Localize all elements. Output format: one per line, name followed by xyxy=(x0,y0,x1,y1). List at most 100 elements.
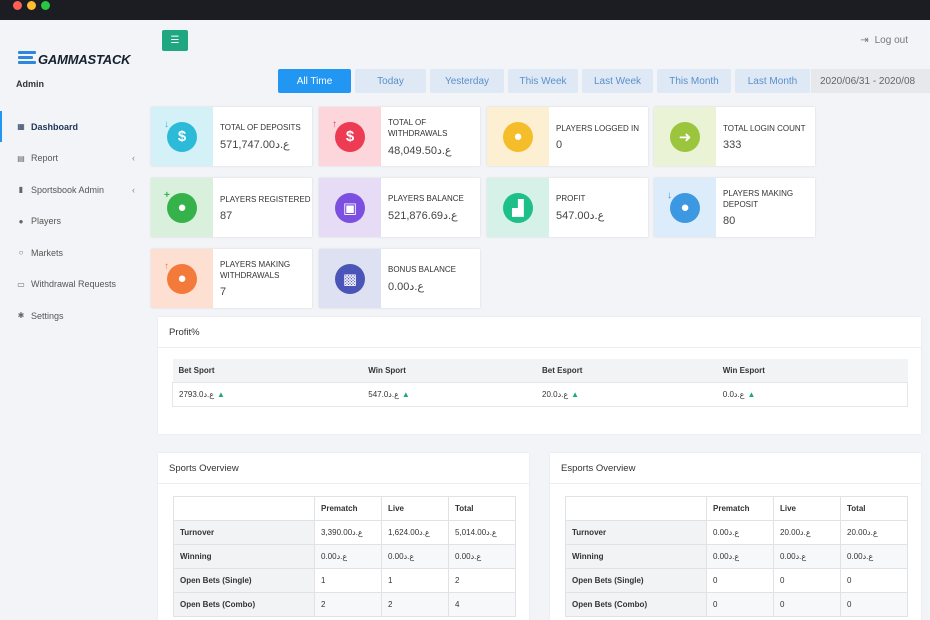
user-deposit-icon: ● xyxy=(670,192,700,223)
profit-column-header: Bet Sport xyxy=(172,359,363,382)
tab-today[interactable]: Today xyxy=(355,69,426,93)
stat-card-title: BONUS BALANCE xyxy=(388,265,457,274)
user-withdrawal-icon: ● xyxy=(167,263,197,294)
profit-column-header: Bet Esport xyxy=(536,359,717,382)
table-row: Open Bets (Single) 1 1 2 xyxy=(173,568,516,593)
trend-up-icon: ▲ xyxy=(747,389,756,399)
stat-card-value: 333 xyxy=(723,138,742,151)
logout-icon: ⇥ xyxy=(860,35,869,46)
overview-cell: 0 xyxy=(840,568,908,593)
minimize-window-button[interactable] xyxy=(27,1,36,10)
table-row: Winning 0.00ع.د 0.00ع.د 0.00ع.د xyxy=(173,544,516,569)
report-icon: ▤ xyxy=(17,153,25,163)
logout-link[interactable]: ⇥ Log out xyxy=(860,35,908,46)
stat-card-value: 80 xyxy=(723,215,736,227)
sidebar-item-dashboard[interactable]: ▦ Dashboard xyxy=(0,111,148,143)
table-row: Winning 0.00ع.د 0.00ع.د 0.00ع.د xyxy=(565,544,908,569)
stat-card-body: PLAYERS MAKING WITHDRAWALS 7 xyxy=(213,249,312,308)
money-bill-icon: ▣ xyxy=(335,192,365,223)
overview-cell: 3,390.00ع.د xyxy=(314,520,382,545)
stat-card-total-login-count[interactable]: ➜ TOTAL LOGIN COUNT 333 xyxy=(654,107,815,166)
stat-card-profit[interactable]: ▟ PROFIT 547.00ع.د xyxy=(487,178,648,237)
sidebar-item-label: Dashboard xyxy=(31,121,79,132)
esports-overview-title: Esports Overview xyxy=(550,453,921,484)
stat-card-total-of-deposits[interactable]: $ ↓ TOTAL OF DEPOSITS 571,747.00ع.د xyxy=(151,107,312,166)
sidebar-item-label: Markets xyxy=(31,247,64,258)
dollar-withdrawal-icon: $ xyxy=(335,121,365,152)
stat-card-body: PROFIT 547.00ع.د xyxy=(549,178,648,237)
stat-card-icon-area: ● xyxy=(487,107,549,166)
stat-card-title: PLAYERS REGISTERED xyxy=(220,194,311,204)
stat-card-body: PLAYERS LOGGED IN 0 xyxy=(549,107,648,166)
menu-toggle-button[interactable]: ☰ xyxy=(162,30,188,51)
stat-card-icon-area: ▣ xyxy=(319,178,381,237)
overview-cell: 0 xyxy=(706,592,774,617)
gears-icon: ✱ xyxy=(17,311,25,321)
sidebar-item-players[interactable]: ● Players xyxy=(0,206,148,238)
stat-card-players-making-deposit[interactable]: ● ↓ PLAYERS MAKING DEPOSIT 80 xyxy=(654,178,815,237)
badge-arrow-icon: ↓ xyxy=(164,119,169,130)
overview-cell: 0.00ع.د xyxy=(706,520,774,545)
stat-card-body: BONUS BALANCE 0.00ع.د xyxy=(381,249,480,308)
logo-stripes-icon xyxy=(18,51,36,67)
overview-cell: 1 xyxy=(381,568,449,593)
stat-card-body: PLAYERS BALANCE 521,876.69ع.د xyxy=(381,178,480,237)
tab-last-week[interactable]: Last Week xyxy=(582,69,653,93)
sidebar-item-withdrawal-requests[interactable]: ▭ Withdrawal Requests xyxy=(0,269,148,301)
sidebar-item-label: Report xyxy=(31,153,59,164)
sidebar-item-settings[interactable]: ✱ Settings xyxy=(0,300,148,332)
overview-row-label: Turnover xyxy=(173,520,315,545)
overview-cell: 0.00ع.د xyxy=(773,544,841,569)
trend-up-icon: ▲ xyxy=(571,389,580,399)
table-row: Turnover 3,390.00ع.د 1,624.00ع.د 5,014.00ع.… xyxy=(173,520,516,545)
sports-overview-table: Prematch Live Total Turnover 3,390.00ع.د 1,62… xyxy=(173,496,516,617)
stat-card-players-registered[interactable]: ● + PLAYERS REGISTERED 87 xyxy=(151,178,312,237)
table-row: Turnover 0.00ع.د 20.00ع.د 20.00ع.د xyxy=(565,520,908,545)
circle-icon: ○ xyxy=(18,248,24,258)
tab-this-week[interactable]: This Week xyxy=(508,69,578,93)
stat-card-body: TOTAL LOGIN COUNT 333 xyxy=(716,107,815,166)
sidebar-item-report[interactable]: ▤ Report ‹ xyxy=(0,143,148,175)
stat-card-players-balance[interactable]: ▣ PLAYERS BALANCE 521,876.69ع.د xyxy=(319,178,480,237)
close-window-button[interactable] xyxy=(13,1,22,10)
overview-row-label: Winning xyxy=(565,544,707,569)
sports-overview-title: Sports Overview xyxy=(158,453,529,484)
overview-column-header: Live xyxy=(773,496,841,521)
tab-this-month[interactable]: This Month xyxy=(657,69,731,93)
overview-row-label: Turnover xyxy=(565,520,707,545)
overview-cell: 5,014.00ع.د xyxy=(448,520,516,545)
stat-card-icon-area: ● ↑ xyxy=(151,249,213,308)
overview-cell: 20.00ع.د xyxy=(840,520,908,545)
overview-cell: 0.00ع.د xyxy=(448,544,516,569)
stat-card-total-of-withdrawals[interactable]: $ ↑ TOTAL OF WITHDRAWALS 48,049.50ع.د xyxy=(319,107,480,166)
tab-yesterday[interactable]: Yesterday xyxy=(430,69,504,93)
stat-card-bonus-balance[interactable]: ▩ BONUS BALANCE 0.00ع.د xyxy=(319,249,480,308)
stat-card-players-logged-in[interactable]: ● PLAYERS LOGGED IN 0 xyxy=(487,107,648,166)
overview-row-label: Open Bets (Combo) xyxy=(565,592,707,617)
maximize-window-button[interactable] xyxy=(41,1,50,10)
overview-column-header: Prematch xyxy=(314,496,382,521)
date-filter-tabs: All Time Today Yesterday This Week Last Week… xyxy=(278,69,814,93)
date-range-display[interactable]: 2020/06/31 - 2020/08 xyxy=(811,69,930,93)
tab-all-time[interactable]: All Time xyxy=(278,69,351,93)
badge-arrow-icon: + xyxy=(164,190,170,201)
arrow-right-icon: ➜ xyxy=(670,121,700,152)
overview-row-label: Open Bets (Single) xyxy=(565,568,707,593)
profit-title: Profit% xyxy=(158,317,921,348)
profit-value: 547.0ع.د xyxy=(368,389,399,399)
dashboard-icon: ▦ xyxy=(17,122,25,132)
sidebar-item-markets[interactable]: ○ Markets xyxy=(0,237,148,269)
tab-last-month[interactable]: Last Month xyxy=(735,69,810,93)
stat-card-players-making-withdrawals[interactable]: ● ↑ PLAYERS MAKING WITHDRAWALS 7 xyxy=(151,249,312,308)
overview-cell: 1,624.00ع.د xyxy=(381,520,449,545)
brand-logo[interactable]: GAMMASTACK xyxy=(18,51,131,67)
esports-overview-panel: Esports Overview Prematch Live Total Turnov… xyxy=(550,453,921,620)
logout-label: Log out xyxy=(874,35,908,46)
money-icon: ▭ xyxy=(17,279,25,289)
profit-column-header: Win Esport xyxy=(716,359,908,382)
overview-row-label: Open Bets (Combo) xyxy=(173,592,315,617)
overview-cell: 1 xyxy=(314,568,382,593)
overview-cell: 2 xyxy=(314,592,382,617)
sidebar-item-sportsbook-admin[interactable]: ▮ Sportsbook Admin ‹ xyxy=(0,174,148,206)
stat-card-title: TOTAL LOGIN COUNT xyxy=(723,123,806,133)
